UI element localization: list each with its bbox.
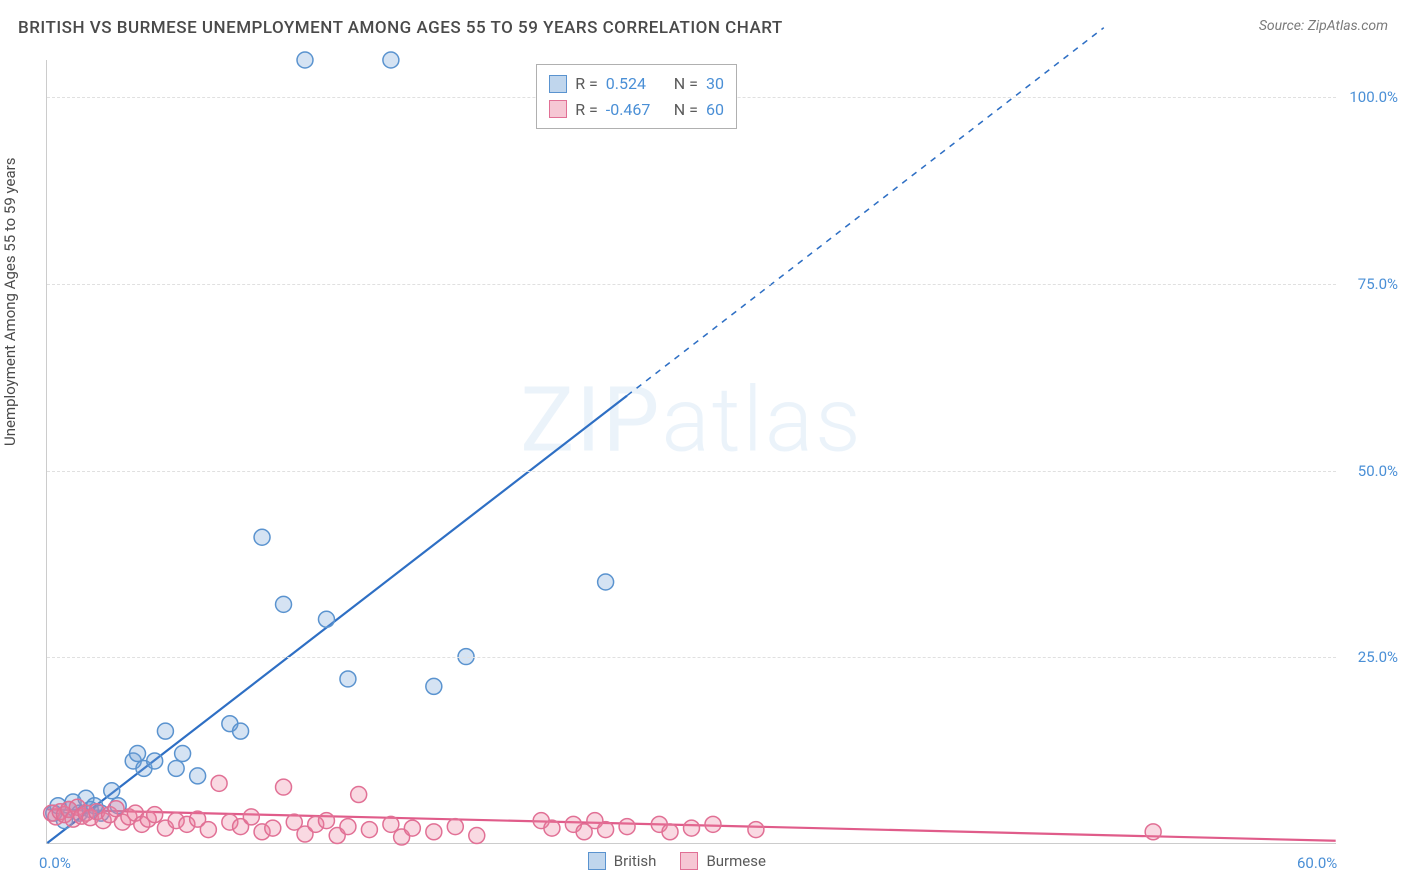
n-label: N = <box>674 97 698 123</box>
grid-line <box>47 657 1336 658</box>
data-point <box>705 816 721 832</box>
grid-line <box>47 284 1336 285</box>
data-point <box>147 753 163 769</box>
legend-swatch <box>549 75 567 93</box>
data-point <box>130 746 146 762</box>
data-point <box>243 809 259 825</box>
legend-row: R = 0.524 N = 30 <box>549 71 724 97</box>
data-point <box>297 52 313 68</box>
data-point <box>598 574 614 590</box>
data-point <box>318 813 334 829</box>
data-point <box>598 822 614 838</box>
data-point <box>200 822 216 838</box>
data-point <box>233 723 249 739</box>
data-point <box>748 822 764 838</box>
series-legend: British Burmese <box>588 852 766 870</box>
data-point <box>190 768 206 784</box>
data-point <box>544 820 560 836</box>
source-attribution: Source: ZipAtlas.com <box>1259 18 1388 34</box>
legend-swatch <box>549 100 567 118</box>
data-point <box>157 723 173 739</box>
data-point <box>469 828 485 844</box>
chart-title: BRITISH VS BURMESE UNEMPLOYMENT AMONG AG… <box>18 18 783 38</box>
r-label: R = <box>575 97 598 123</box>
legend-item: Burmese <box>680 852 766 870</box>
legend-label: British <box>614 852 657 870</box>
data-point <box>351 787 367 803</box>
data-point <box>1145 824 1161 840</box>
grid-line <box>47 471 1336 472</box>
legend-swatch <box>588 852 606 870</box>
r-label: R = <box>575 71 598 97</box>
data-point <box>426 824 442 840</box>
data-point <box>619 819 635 835</box>
data-point <box>684 820 700 836</box>
x-tick-label: 0.0% <box>39 854 71 872</box>
trend-line <box>47 396 627 843</box>
n-value: 30 <box>706 71 724 97</box>
y-tick-label: 100.0% <box>1349 88 1398 106</box>
data-point <box>383 816 399 832</box>
x-tick-label: 60.0% <box>1297 854 1337 872</box>
plot-area: ZIPatlas 25.0%50.0%75.0%100.0%0.0%60.0% <box>46 60 1336 844</box>
data-point <box>211 775 227 791</box>
data-point <box>104 783 120 799</box>
data-point <box>383 52 399 68</box>
data-point <box>265 820 281 836</box>
data-point <box>318 611 334 627</box>
legend-item: British <box>588 852 657 870</box>
y-tick-label: 50.0% <box>1358 462 1398 480</box>
n-label: N = <box>674 71 698 97</box>
data-point <box>447 819 463 835</box>
y-tick-label: 25.0% <box>1358 648 1398 666</box>
data-point <box>361 822 377 838</box>
y-tick-label: 75.0% <box>1358 275 1398 293</box>
y-axis-label: Unemployment Among Ages 55 to 59 years <box>1 158 19 446</box>
data-point <box>340 671 356 687</box>
legend-row: R = -0.467 N = 60 <box>549 97 724 123</box>
data-point <box>147 807 163 823</box>
n-value: 60 <box>706 97 724 123</box>
data-point <box>168 760 184 776</box>
r-value: -0.467 <box>606 97 666 123</box>
data-point <box>662 824 678 840</box>
r-value: 0.524 <box>606 71 666 97</box>
data-point <box>276 596 292 612</box>
data-point <box>254 529 270 545</box>
data-point <box>404 820 420 836</box>
correlation-legend: R = 0.524 N = 30 R = -0.467 N = 60 <box>536 64 737 129</box>
chart-svg <box>47 60 1336 843</box>
data-point <box>426 678 442 694</box>
data-point <box>340 819 356 835</box>
data-point <box>276 779 292 795</box>
legend-label: Burmese <box>706 852 766 870</box>
legend-swatch <box>680 852 698 870</box>
data-point <box>175 746 191 762</box>
